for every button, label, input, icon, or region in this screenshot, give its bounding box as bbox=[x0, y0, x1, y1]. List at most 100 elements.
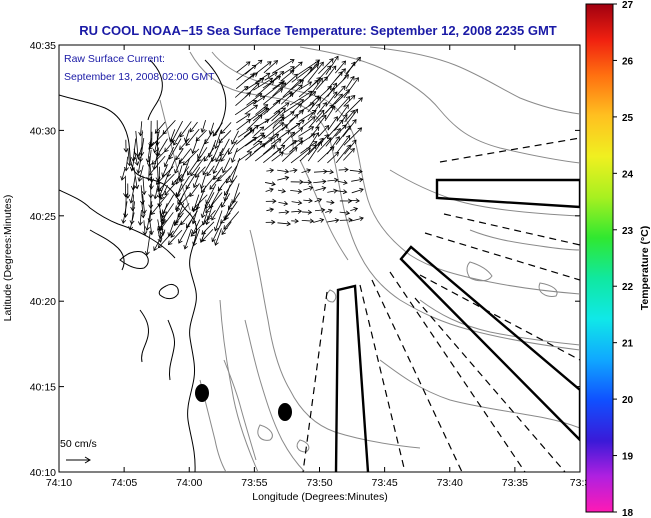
current-vector bbox=[277, 188, 286, 194]
current-vector bbox=[131, 176, 136, 191]
y-tick-label: 40:25 bbox=[30, 211, 56, 223]
current-vector bbox=[350, 216, 364, 222]
current-vector bbox=[187, 158, 200, 176]
current-vector bbox=[235, 136, 257, 153]
current-vector bbox=[326, 136, 340, 155]
current-vector bbox=[206, 210, 216, 221]
current-vector bbox=[335, 60, 347, 74]
current-vector bbox=[146, 156, 152, 182]
current-vector bbox=[180, 212, 191, 226]
current-vector bbox=[185, 166, 201, 190]
y-tick-label: 40:35 bbox=[30, 40, 56, 52]
colorbar-tick-label: 22 bbox=[622, 282, 634, 293]
current-vector bbox=[170, 221, 182, 238]
current-vector bbox=[245, 78, 265, 91]
current-vector bbox=[264, 122, 285, 139]
current-vector bbox=[183, 129, 190, 143]
current-vector bbox=[272, 91, 293, 106]
current-vector bbox=[209, 174, 222, 190]
current-vector bbox=[325, 208, 333, 214]
current-vector bbox=[325, 169, 334, 175]
current-vector bbox=[228, 192, 241, 211]
current-vector bbox=[300, 116, 316, 129]
current-vector bbox=[215, 148, 224, 163]
current-vector bbox=[278, 200, 289, 206]
current-vector bbox=[336, 134, 351, 154]
current-vector bbox=[179, 138, 190, 151]
current-vector bbox=[308, 77, 323, 97]
current-vector bbox=[273, 102, 290, 115]
current-vector bbox=[313, 218, 325, 223]
current-vector bbox=[335, 125, 351, 145]
map-frame bbox=[58, 44, 581, 473]
current-vector bbox=[271, 59, 295, 74]
current-vector bbox=[281, 73, 299, 89]
current-vector bbox=[185, 128, 200, 147]
y-axis-label: Latitude (Degrees:Minutes) bbox=[2, 195, 14, 322]
current-vector bbox=[291, 79, 305, 90]
current-vector bbox=[277, 168, 290, 174]
current-vector bbox=[211, 201, 223, 221]
current-vector bbox=[179, 158, 190, 183]
current-vector bbox=[128, 212, 135, 231]
current-vector bbox=[136, 157, 142, 174]
current-vector bbox=[205, 192, 223, 214]
current-vector bbox=[148, 176, 154, 190]
current-vector bbox=[190, 155, 206, 177]
colorbar-tick-label: 27 bbox=[622, 0, 634, 11]
current-vector bbox=[195, 129, 207, 142]
current-vector bbox=[289, 84, 303, 98]
current-vector bbox=[289, 61, 303, 73]
current-vector bbox=[200, 175, 216, 193]
current-vector bbox=[327, 188, 338, 194]
current-vector bbox=[291, 218, 299, 224]
current-vector bbox=[201, 228, 214, 242]
current-vector bbox=[173, 212, 184, 227]
current-vector bbox=[121, 201, 128, 224]
map-layers bbox=[59, 46, 580, 472]
current-vector bbox=[192, 229, 200, 247]
current-vector bbox=[301, 168, 312, 174]
current-vector bbox=[281, 99, 305, 115]
colorbar-tick-label: 23 bbox=[622, 226, 634, 237]
current-vector bbox=[314, 207, 326, 213]
current-vector bbox=[179, 121, 192, 138]
current-vector bbox=[244, 59, 263, 75]
x-tick-label: 73:3 bbox=[570, 477, 591, 489]
current-vector bbox=[199, 174, 206, 189]
current-vector bbox=[309, 132, 319, 148]
current-vector bbox=[152, 130, 160, 154]
current-vector bbox=[144, 230, 151, 256]
current-vector bbox=[166, 158, 176, 178]
current-vector bbox=[137, 210, 143, 226]
current-vector bbox=[129, 185, 135, 204]
current-vector bbox=[175, 165, 183, 185]
current-vector bbox=[136, 147, 142, 160]
current-vector bbox=[327, 116, 338, 131]
colorbar-ticks: 27 26 25 24 23 22 21 20 19 18 bbox=[613, 0, 634, 518]
current-vector bbox=[298, 133, 316, 145]
mooring-marker-2 bbox=[278, 403, 292, 421]
current-vector bbox=[307, 96, 322, 113]
current-vector bbox=[159, 185, 169, 200]
current-vector bbox=[290, 137, 304, 146]
current-vector bbox=[255, 72, 271, 84]
current-vector bbox=[289, 168, 298, 173]
current-vector bbox=[298, 81, 313, 91]
current-vector bbox=[123, 194, 129, 218]
survey-tracks bbox=[334, 178, 580, 472]
current-vector bbox=[141, 175, 147, 196]
current-vector bbox=[137, 165, 144, 182]
current-vector bbox=[200, 203, 207, 219]
y-tick-label: 40:15 bbox=[30, 382, 56, 394]
current-vector bbox=[236, 61, 251, 73]
current-vector bbox=[327, 177, 339, 183]
current-vector bbox=[289, 140, 304, 153]
current-vector bbox=[300, 141, 318, 154]
track-box-north bbox=[435, 178, 580, 209]
current-vector bbox=[213, 129, 222, 150]
x-tick-label: 73:50 bbox=[306, 477, 332, 489]
current-vector bbox=[244, 104, 259, 115]
current-vector bbox=[217, 166, 233, 182]
